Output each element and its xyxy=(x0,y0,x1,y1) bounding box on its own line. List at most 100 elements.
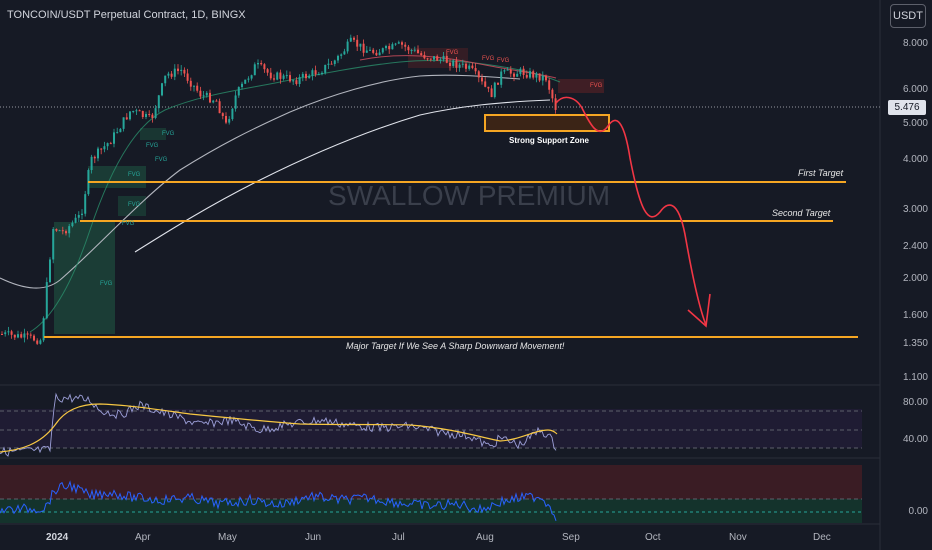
time-axis-label: Aug xyxy=(476,532,494,543)
candle-body xyxy=(289,75,291,82)
candle-body xyxy=(33,335,35,341)
candle-body xyxy=(532,71,535,78)
candle-body xyxy=(429,58,432,60)
candle-body xyxy=(266,69,269,73)
candle-body xyxy=(154,108,157,118)
candle-body xyxy=(493,82,496,98)
candle-body xyxy=(314,70,317,75)
candle-body xyxy=(135,110,138,112)
candle-body xyxy=(276,72,279,80)
candle-body xyxy=(439,59,442,61)
candle-body xyxy=(71,222,74,227)
candle-body xyxy=(52,229,55,260)
candle-body xyxy=(269,72,272,79)
candle-body xyxy=(452,60,455,66)
candle-body xyxy=(317,74,320,76)
candle-body xyxy=(65,231,67,234)
candle-body xyxy=(449,62,451,66)
chart-title: TONCOIN/USDT Perpetual Contract, 1D, BIN… xyxy=(7,9,246,21)
first-target-label: First Target xyxy=(798,168,844,178)
candle-body xyxy=(90,156,93,171)
candle-body xyxy=(365,50,368,53)
time-axis-label: Oct xyxy=(645,532,661,543)
candle-body xyxy=(423,55,426,59)
candle-body xyxy=(522,68,525,75)
candle-body xyxy=(442,55,445,60)
candle-body xyxy=(209,92,211,103)
candle-body xyxy=(516,73,519,77)
candle-body xyxy=(529,71,531,78)
candle-body xyxy=(218,101,221,114)
candle-body xyxy=(292,80,295,82)
candle-body xyxy=(13,334,16,338)
candle-body xyxy=(401,42,403,45)
candle-body xyxy=(301,73,304,78)
candle-body xyxy=(263,64,266,70)
candle-body xyxy=(359,43,362,47)
candle-body xyxy=(1,334,3,335)
candle-body xyxy=(148,113,151,115)
time-axis-label: 2024 xyxy=(46,532,69,543)
price-axis-label: 1.350 xyxy=(902,338,928,349)
candle-body xyxy=(308,75,311,79)
candle-body xyxy=(535,73,538,78)
candle-body xyxy=(17,334,19,338)
candle-body xyxy=(193,85,195,87)
candle-body xyxy=(186,73,189,81)
candle-body xyxy=(538,73,541,81)
candle-body xyxy=(295,80,298,84)
candle-body xyxy=(244,79,247,84)
currency-button[interactable]: USDT xyxy=(890,4,926,28)
candle-body xyxy=(106,143,109,147)
candle-body xyxy=(410,49,413,51)
candle-body xyxy=(125,117,128,120)
fvg-label: FVG xyxy=(162,131,175,137)
candle-body xyxy=(260,62,263,65)
candle-body xyxy=(343,51,346,55)
projection-path[interactable] xyxy=(555,96,707,326)
candle-body xyxy=(327,63,330,65)
candle-body xyxy=(103,146,106,150)
major-target-label: Major Target If We See A Sharp Downward … xyxy=(346,341,565,351)
candle-body xyxy=(93,156,96,159)
candle-body xyxy=(180,69,183,71)
price-axis-label: 4.000 xyxy=(902,154,928,165)
candle-body xyxy=(237,87,240,96)
candle-body xyxy=(436,56,439,61)
candle-body xyxy=(378,52,381,56)
candle-body xyxy=(285,75,288,77)
candle-body xyxy=(61,230,64,232)
candle-body xyxy=(433,56,435,60)
candle-body xyxy=(225,116,227,123)
candle-body xyxy=(29,334,32,336)
osc-upper-zone xyxy=(0,465,862,499)
time-axis-label: Sep xyxy=(562,532,580,543)
candle-body xyxy=(189,80,192,87)
candle-body xyxy=(397,42,400,44)
candle-body xyxy=(298,77,301,84)
candle-body xyxy=(129,111,131,120)
candle-body xyxy=(484,81,487,87)
projection-arrowhead xyxy=(687,293,711,328)
fvg-zone-green xyxy=(140,128,166,140)
time-axis-label: May xyxy=(218,532,237,543)
candle-body xyxy=(551,89,554,99)
candle-body xyxy=(173,68,176,77)
candle-body xyxy=(177,68,179,71)
candle-body xyxy=(413,49,416,51)
candle-body xyxy=(42,318,45,341)
support-zone-box[interactable] xyxy=(484,114,610,132)
rsi-band xyxy=(0,409,862,448)
candle-body xyxy=(241,83,243,88)
fvg-label: FVG xyxy=(482,56,495,62)
ema-line xyxy=(29,59,561,333)
candle-body xyxy=(221,113,224,117)
candle-body xyxy=(109,143,112,145)
candle-body xyxy=(554,98,557,110)
price-axis-label: 8.000 xyxy=(902,38,928,49)
candle-body xyxy=(74,217,77,223)
candle-body xyxy=(337,55,339,61)
candle-body xyxy=(116,132,119,134)
candle-body xyxy=(113,132,115,144)
